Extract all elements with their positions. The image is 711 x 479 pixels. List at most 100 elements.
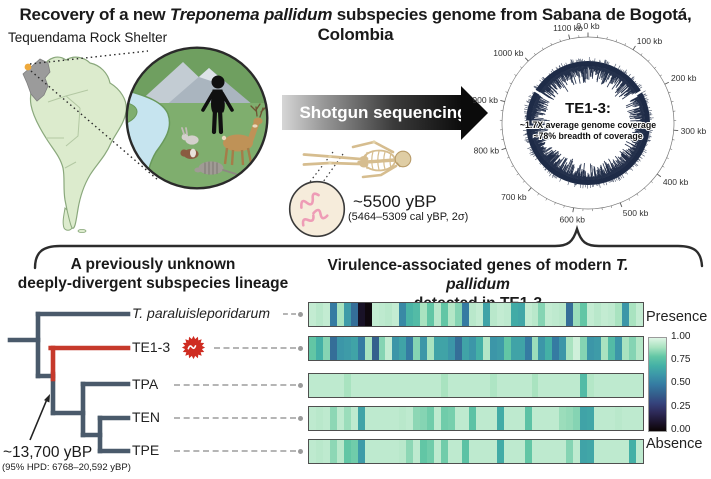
heatmap-cell <box>406 374 414 397</box>
heatmap-cell <box>510 440 518 463</box>
deer-icon <box>221 103 267 166</box>
heatmap-row <box>308 406 644 431</box>
heatmap-cell <box>455 337 462 360</box>
heatmap-cell <box>559 374 567 397</box>
ring-tick-label: 300 kb <box>681 126 707 136</box>
heatmap-cell <box>482 303 490 326</box>
heatmap-cell <box>545 407 553 430</box>
heatmap-cell <box>614 407 622 430</box>
heatmap-cell <box>336 407 344 430</box>
heatmap-cell <box>378 337 386 360</box>
heatmap-cell <box>482 374 490 397</box>
heatmap-cell <box>371 337 379 360</box>
heatmap-cell <box>427 337 435 360</box>
patagonia <box>62 206 73 231</box>
heatmap-cell <box>545 303 553 326</box>
title-text-end: subspecies genome from Sabana de Bogotá,… <box>317 5 692 44</box>
heatmap-cell <box>364 374 372 397</box>
heatmap-cell <box>399 407 407 430</box>
heatmap-cell <box>461 407 469 430</box>
heatmap-cell <box>357 374 365 397</box>
node-age-hpd: (95% HPD: 6768–20,592 yBP) <box>2 462 131 473</box>
ring-tick-label: 700 kb <box>501 192 527 202</box>
heatmap-cell <box>385 440 393 463</box>
heatmap-cell <box>357 440 365 463</box>
heatmap-cell <box>329 440 337 463</box>
skull <box>394 150 412 168</box>
heatmap-cell <box>322 407 330 430</box>
heatmap-cell <box>517 440 525 463</box>
heatmap-cell <box>406 337 414 360</box>
heatmap-cell <box>427 440 435 463</box>
heatmap-cell <box>524 440 532 463</box>
heatmap-cell <box>357 337 365 360</box>
human-silhouette-icon <box>201 75 234 135</box>
taxon-label-tpa: TPA <box>132 376 159 392</box>
heatmap-cell <box>413 337 421 360</box>
heatmap-cell <box>406 303 414 326</box>
heatmap-cell <box>510 374 518 397</box>
heatmap-cell <box>350 337 358 360</box>
heatmap-cell <box>580 374 588 397</box>
heatmap-cell <box>329 407 337 430</box>
heatmap-cell <box>475 440 483 463</box>
colorbar <box>648 337 667 432</box>
heatmap-cell <box>364 440 372 463</box>
heatmap-cell <box>468 303 476 326</box>
heatmap-cell <box>635 407 643 430</box>
heatmap-cell <box>427 407 435 430</box>
heatmap-cell <box>552 440 560 463</box>
ring-tick-label: 0.0 kb <box>576 22 599 31</box>
heatmap-cell <box>628 440 636 463</box>
heatmap-cell <box>594 303 602 326</box>
heatmap-cell <box>496 337 504 360</box>
heatmap-cell <box>322 374 330 397</box>
ring-coverage-line1: ~1.7X average genome coverage <box>520 120 656 130</box>
heatmap-cell <box>420 440 428 463</box>
heatmap-cell <box>614 374 622 397</box>
title-species-italic: Treponema pallidum <box>169 5 333 24</box>
heatmap-cell <box>329 337 337 360</box>
heatmap-cell <box>378 303 386 326</box>
heatmap-cell <box>580 407 588 430</box>
heatmap-cell <box>621 440 629 463</box>
connector-dot <box>298 382 303 388</box>
heatmap-cell <box>503 303 511 326</box>
heatmap-cell <box>594 407 602 430</box>
heatmap-cell <box>489 303 497 326</box>
phylogeny-heading: A previously unknown deeply-divergent su… <box>10 255 296 293</box>
heatmap-cell <box>392 337 400 360</box>
heatmap-cell <box>482 440 490 463</box>
heatmap-cell <box>399 440 407 463</box>
heatmap-cell <box>587 303 595 326</box>
heatmap-cell <box>587 374 595 397</box>
heatmap-cell <box>580 303 588 326</box>
map-label: Tequendama Rock Shelter <box>8 30 168 45</box>
heatmap-cell <box>441 407 449 430</box>
heatmap-row <box>308 373 644 398</box>
heatmap-cell <box>614 440 622 463</box>
spirochete-badge-icon <box>181 335 206 360</box>
heatmap-cell <box>378 407 386 430</box>
tip-connector <box>174 417 296 419</box>
heatmap-cell <box>601 440 608 463</box>
site-scene <box>125 46 269 190</box>
heatmap-cell <box>448 440 456 463</box>
heatmap-cell <box>385 374 393 397</box>
heatmap-cell <box>517 337 525 360</box>
heatmap-cell <box>420 374 428 397</box>
legend-absence-label: Absence <box>646 436 703 452</box>
heatmap-cell <box>357 303 365 326</box>
heatmap-cell <box>496 440 504 463</box>
heatmap-cell <box>468 440 476 463</box>
heatmap-cell <box>434 407 442 430</box>
heatmap-cell <box>378 440 386 463</box>
ring-tick-label: 1000 kb <box>493 48 524 58</box>
heatmap-cell <box>371 407 379 430</box>
heatmap-cell <box>441 440 449 463</box>
arrow-head <box>461 86 488 140</box>
connector-dot <box>298 415 303 421</box>
heatmap-cell <box>475 407 483 430</box>
heatmap-cell <box>559 303 567 326</box>
